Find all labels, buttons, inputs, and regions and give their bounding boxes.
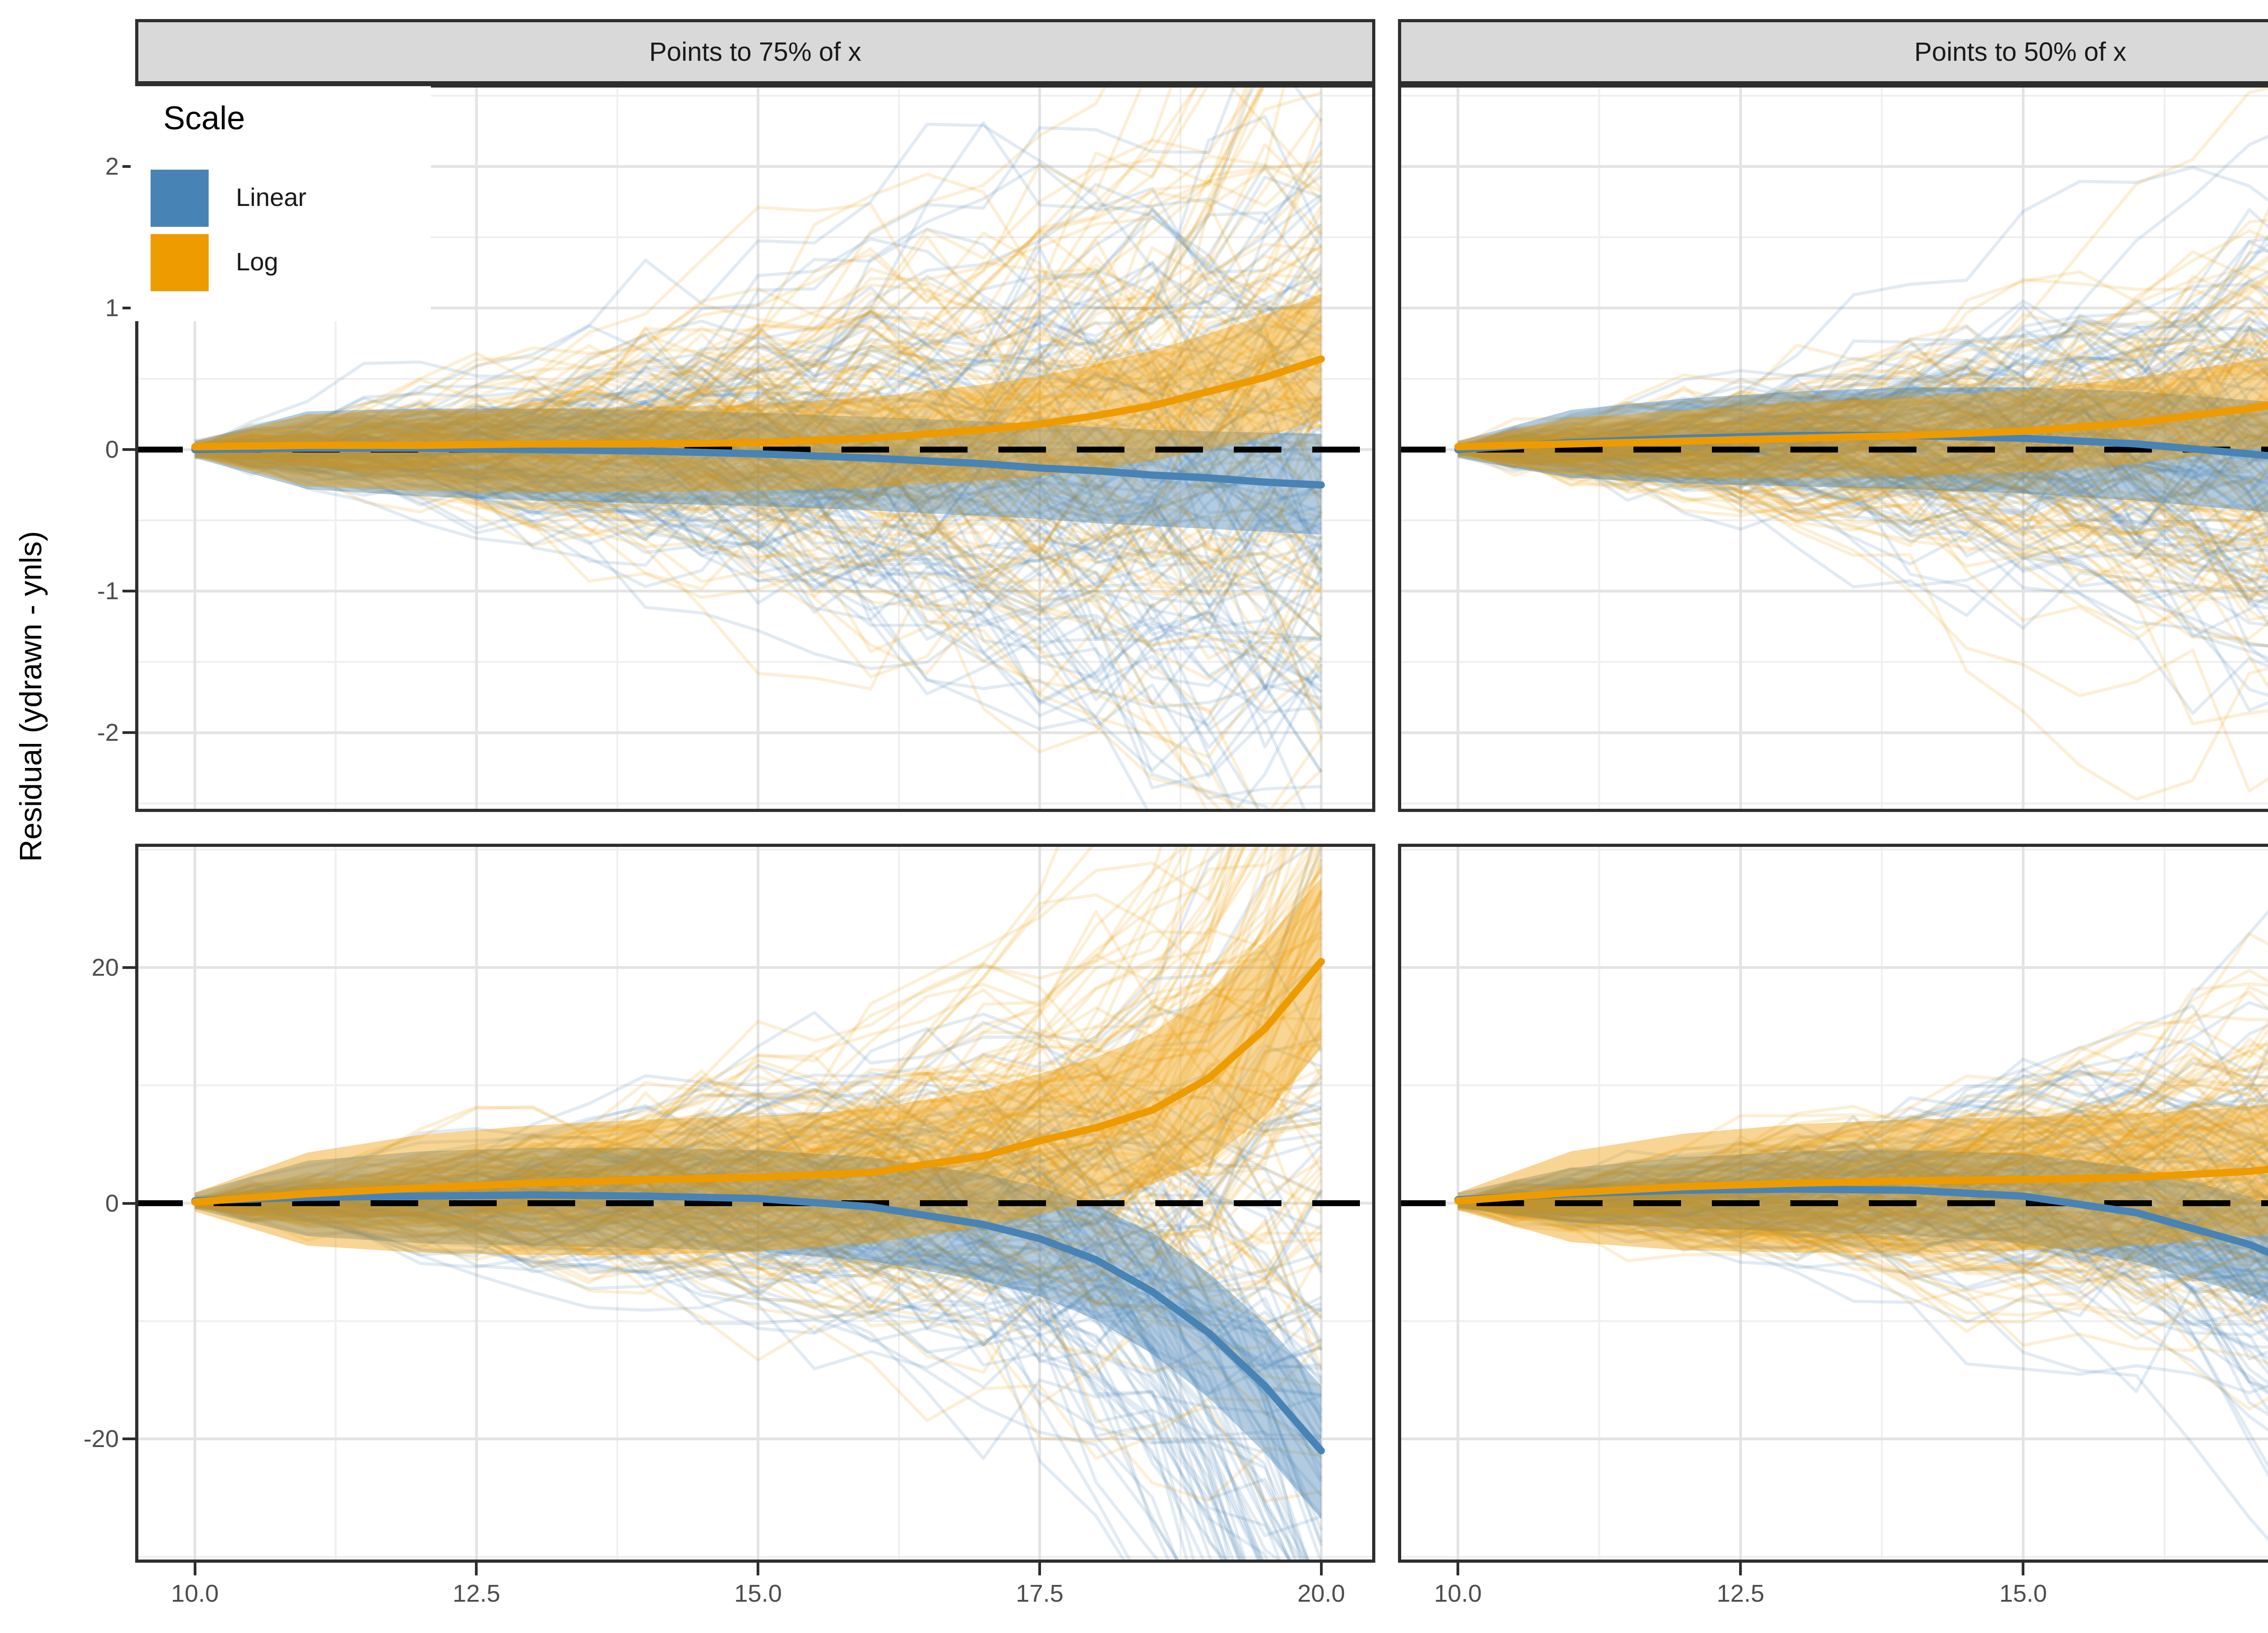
x-tick-label: 12.5 [1716, 1580, 1765, 1607]
y-axis-title: Residual (ydrawn - ynls) [14, 531, 48, 862]
legend: Scale Linear Log [131, 86, 431, 321]
legend-title: Scale [163, 100, 245, 137]
x-tick-mark [2022, 1563, 2025, 1575]
y-tick-mark [122, 1202, 135, 1205]
y-tick-mark [122, 1437, 135, 1441]
x-tick-mark [475, 1563, 478, 1575]
facet-strip-col-75-label: Points to 75% of x [649, 37, 861, 67]
facet-strip-col-50-label: Points to 50% of x [1914, 37, 2126, 67]
x-tick-label: 10.0 [171, 1580, 219, 1607]
y-tick-label: 1 [105, 294, 119, 322]
x-tick-mark [1320, 1563, 1323, 1575]
panel-very-curved-50 [1398, 844, 2268, 1563]
y-tick-label: -2 [97, 719, 119, 747]
x-tick-label: 12.5 [452, 1580, 500, 1607]
panel-very-curved-75 [135, 844, 1375, 1563]
facet-strip-col-50: Points to 50% of x [1398, 19, 2268, 84]
x-tick-label: 10.0 [1434, 1580, 1482, 1607]
facet-strip-col-75: Points to 75% of x [135, 19, 1375, 84]
x-tick-label: 15.0 [734, 1580, 782, 1607]
y-tick-label: 0 [105, 436, 119, 464]
x-tick-label: 15.0 [1999, 1580, 2047, 1607]
x-tick-mark [757, 1563, 760, 1575]
y-tick-label: -1 [97, 577, 119, 605]
x-tick-label: 20.0 [1297, 1580, 1345, 1607]
panel-slight-curve-50 [1398, 84, 2268, 812]
x-tick-mark [193, 1563, 196, 1575]
panel-slight-curve-75 [135, 84, 1375, 812]
y-tick-mark [122, 307, 135, 310]
legend-key-linear-label: Linear [236, 183, 307, 211]
legend-key-log-swatch [151, 234, 209, 291]
y-tick-label: -20 [83, 1425, 119, 1453]
x-tick-mark [1457, 1563, 1460, 1575]
legend-key-log-label: Log [236, 247, 279, 276]
y-tick-mark [122, 731, 135, 734]
x-tick-label: 17.5 [2260, 1579, 2268, 1608]
y-tick-label: 0 [105, 1189, 119, 1217]
x-tick-label: 17.5 [1016, 1580, 1064, 1607]
x-tick-mark [1038, 1563, 1041, 1575]
y-tick-mark [122, 590, 135, 593]
x-tick-mark [1739, 1563, 1742, 1575]
y-tick-label: 20 [91, 953, 119, 981]
y-tick-mark [122, 165, 135, 168]
y-tick-mark [122, 966, 135, 969]
legend-key-linear-swatch [151, 170, 209, 227]
y-tick-mark [122, 448, 135, 451]
y-tick-label: 2 [105, 152, 119, 180]
